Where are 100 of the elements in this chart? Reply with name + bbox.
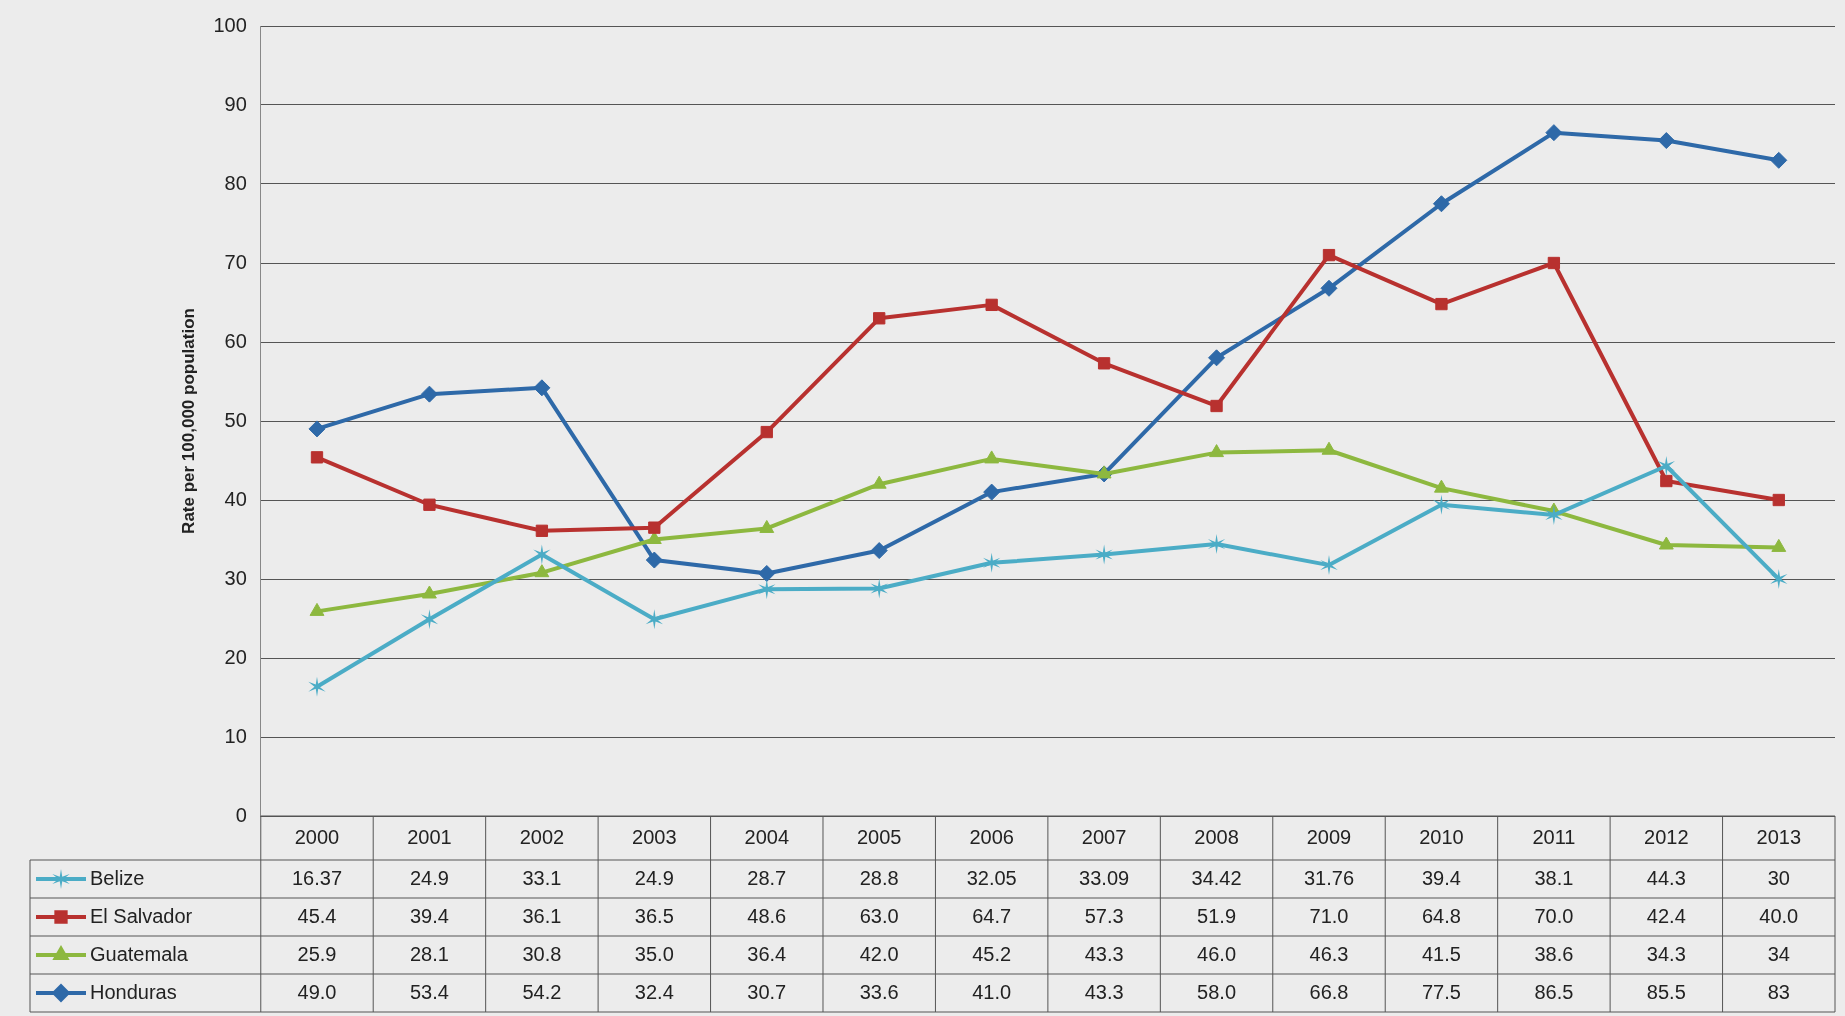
point bbox=[309, 602, 325, 616]
point bbox=[985, 298, 998, 312]
data-label: 28.8 bbox=[859, 866, 899, 889]
y-tick-label: 70 bbox=[224, 250, 247, 273]
point bbox=[758, 564, 776, 582]
point bbox=[646, 531, 662, 544]
data-label: 46.3 bbox=[1309, 942, 1349, 965]
data-label: 49.0 bbox=[297, 980, 337, 1003]
data-label: 33.1 bbox=[522, 866, 562, 889]
point bbox=[645, 551, 663, 569]
data-label: 36.1 bbox=[522, 904, 562, 927]
data-label: 57.3 bbox=[1084, 904, 1124, 927]
data-label: 43.3 bbox=[1084, 942, 1124, 965]
x-tick-label: 2003 bbox=[632, 825, 677, 848]
data-label: 53.4 bbox=[409, 980, 449, 1003]
data-label: 45.4 bbox=[297, 904, 337, 927]
point bbox=[1322, 248, 1336, 262]
point bbox=[1320, 279, 1338, 297]
data-label: 34.42 bbox=[1191, 866, 1242, 889]
point bbox=[1207, 534, 1226, 555]
point bbox=[1771, 538, 1787, 552]
point bbox=[871, 475, 887, 489]
point bbox=[420, 609, 439, 630]
y-tick-label: 50 bbox=[224, 408, 247, 431]
data-label: 36.4 bbox=[747, 942, 787, 965]
data-label: 63.0 bbox=[859, 904, 899, 927]
point bbox=[1432, 195, 1450, 213]
point bbox=[648, 521, 661, 534]
data-label: 28.1 bbox=[409, 942, 449, 965]
data-label: 24.9 bbox=[634, 866, 674, 889]
x-tick-label: 2007 bbox=[1081, 825, 1127, 848]
legend-label: El Salvador bbox=[90, 904, 193, 927]
point bbox=[1770, 151, 1788, 169]
data-label: 39.4 bbox=[409, 904, 449, 927]
point bbox=[534, 564, 550, 578]
data-label: 40.0 bbox=[1759, 904, 1799, 927]
data-label: 54.2 bbox=[522, 980, 562, 1003]
point bbox=[1545, 124, 1563, 142]
y-tick-label: 30 bbox=[224, 566, 247, 589]
data-label: 35.0 bbox=[634, 942, 674, 965]
x-tick-label: 2010 bbox=[1419, 825, 1464, 848]
y-tick-label: 90 bbox=[224, 92, 247, 115]
point bbox=[1208, 349, 1226, 367]
y-tick-label: 20 bbox=[224, 645, 247, 668]
point bbox=[535, 524, 549, 537]
data-label: 41.0 bbox=[972, 980, 1012, 1003]
y-axis-title: Rate per 100,000 population bbox=[178, 308, 198, 534]
point bbox=[533, 379, 551, 397]
legend-label: Belize bbox=[90, 866, 145, 889]
data-label: 38.1 bbox=[1534, 866, 1574, 889]
point bbox=[1772, 493, 1785, 507]
data-label: 32.05 bbox=[966, 866, 1017, 889]
data-label: 70.0 bbox=[1534, 904, 1574, 927]
x-tick-label: 2000 bbox=[294, 825, 340, 848]
x-tick-label: 2001 bbox=[407, 825, 452, 848]
data-label: 32.4 bbox=[634, 980, 674, 1003]
point bbox=[1545, 505, 1563, 526]
data-label: 48.6 bbox=[747, 904, 787, 927]
data-label: 34 bbox=[1767, 942, 1790, 965]
data-label: 39.4 bbox=[1421, 866, 1461, 889]
point bbox=[758, 579, 776, 600]
x-tick-label: 2008 bbox=[1194, 825, 1239, 848]
data-label: 45.2 bbox=[972, 942, 1012, 965]
data-label: 42.4 bbox=[1646, 904, 1686, 927]
point bbox=[308, 420, 326, 438]
data-label: 77.5 bbox=[1421, 980, 1461, 1003]
point bbox=[533, 544, 551, 565]
point bbox=[422, 585, 437, 599]
point bbox=[1096, 465, 1112, 479]
y-tick-label: 40 bbox=[224, 487, 247, 510]
point bbox=[1657, 456, 1675, 477]
point bbox=[1435, 297, 1448, 311]
point bbox=[759, 519, 775, 533]
x-tick-label: 2011 bbox=[1532, 825, 1576, 848]
x-tick-label: 2012 bbox=[1644, 825, 1689, 848]
y-tick-label: 0 bbox=[235, 803, 247, 826]
data-label: 30 bbox=[1767, 866, 1790, 889]
legend-label: Honduras bbox=[90, 980, 177, 1003]
point bbox=[760, 425, 773, 439]
point bbox=[870, 578, 888, 599]
x-tick-label: 2006 bbox=[969, 825, 1014, 848]
data-label: 58.0 bbox=[1197, 980, 1237, 1003]
data-label: 24.9 bbox=[409, 866, 449, 889]
data-label: 46.0 bbox=[1197, 942, 1237, 965]
point bbox=[984, 450, 1000, 464]
data-label: 85.5 bbox=[1646, 980, 1686, 1003]
point bbox=[420, 385, 438, 403]
data-label: 83 bbox=[1767, 980, 1790, 1003]
data-label: 30.8 bbox=[522, 942, 562, 965]
point bbox=[1657, 132, 1675, 150]
data-label: 64.7 bbox=[972, 904, 1012, 927]
point bbox=[423, 498, 436, 511]
data-label: 86.5 bbox=[1534, 980, 1574, 1003]
point bbox=[1209, 444, 1224, 458]
point bbox=[1210, 399, 1223, 413]
y-tick-label: 80 bbox=[224, 171, 247, 194]
data-label: 44.3 bbox=[1646, 866, 1686, 889]
data-label: 25.9 bbox=[297, 942, 337, 965]
point bbox=[1434, 479, 1449, 493]
point bbox=[1658, 536, 1674, 550]
